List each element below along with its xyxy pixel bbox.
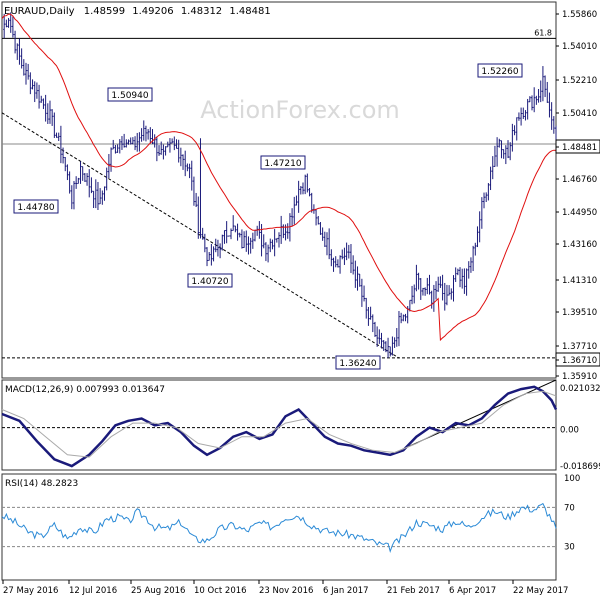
- rsi-y-tick-label: 100: [564, 474, 580, 484]
- header-symbol: EURAUD,Daily: [4, 6, 75, 17]
- fib-label: 61.8: [534, 28, 552, 37]
- x-tick-label: 27 May 2016: [3, 586, 58, 596]
- price-label: 1.52260: [481, 67, 518, 77]
- macd-y-tick-label: -0.018699: [560, 462, 600, 472]
- price-label: 1.47210: [264, 159, 301, 169]
- rsi-title: RSI(14) 48.2823: [5, 479, 78, 489]
- price-label-box: [477, 63, 523, 78]
- price-label: 1.44780: [17, 203, 54, 213]
- y-tick-label: 1.43160: [562, 240, 597, 250]
- x-tick-label: 22 May 2017: [513, 586, 568, 596]
- price-label-box: [13, 199, 59, 214]
- header-high: 1.49206: [132, 6, 173, 17]
- svg-text:ActionForex.com: ActionForex.com: [200, 96, 400, 124]
- y-tick-label: 1.50410: [562, 109, 597, 119]
- y-tick-label: 1.36710: [562, 356, 597, 366]
- price-label: 1.40720: [191, 277, 228, 287]
- price-panel-frame: [1, 1, 557, 379]
- price-label-box: [260, 155, 306, 170]
- y-tick-label: 1.41310: [562, 276, 597, 286]
- x-tick-label: 23 Nov 2016: [259, 586, 313, 596]
- x-tick-label: 6 Apr 2017: [449, 586, 496, 596]
- price-label: 1.36240: [339, 359, 376, 369]
- x-tick-label: 6 Jan 2017: [323, 586, 369, 596]
- rsi-panel-frame: [1, 473, 557, 581]
- y-tick-label: 1.48481: [562, 143, 597, 153]
- y-tick-label: 1.44950: [562, 208, 597, 218]
- y-tick-label: 1.37710: [562, 342, 597, 352]
- svg-text:EURAUD,Daily 1.48599: EURAUD,Daily 1.48599 1.49206 1.48312 1.4…: [4, 6, 271, 17]
- watermark: ActionForex.com: [200, 96, 400, 124]
- signal-line: [1, 390, 557, 458]
- macd-title: MACD(12,26,9) 0.007993 0.013647: [5, 385, 165, 395]
- y-tick-label: 1.39510: [562, 308, 597, 318]
- macd-panel-frame: [1, 379, 557, 471]
- moving-average-line: [1, 13, 557, 342]
- header: EURAUD,Daily 1.48599 1.49206 1.48312 1.4…: [4, 6, 271, 17]
- candles: [3, 12, 557, 358]
- x-tick-label: 12 Jul 2016: [69, 586, 117, 596]
- x-tick-label: 10 Oct 2016: [194, 586, 247, 596]
- header-close: 1.48481: [229, 6, 270, 17]
- rsi-y-tick-label: 30: [564, 543, 575, 553]
- y-tick-label: 1.55860: [562, 10, 597, 20]
- header-low: 1.48312: [181, 6, 222, 17]
- price-label: 1.50940: [111, 91, 148, 101]
- price-label-box: [335, 355, 381, 370]
- y-tick-label: 1.52210: [562, 76, 597, 86]
- rsi-line: [1, 502, 557, 553]
- y-tick-label: 1.46760: [562, 175, 597, 185]
- macd-line: [1, 385, 558, 468]
- macd-y-tick-label: 0.00: [560, 426, 579, 436]
- price-label-box: [107, 87, 153, 102]
- header-open: 1.48599: [84, 6, 125, 17]
- y-tick-label: 1.54010: [562, 42, 597, 52]
- x-tick-label: 25 Aug 2016: [131, 586, 185, 596]
- rsi-y-tick-label: 70: [564, 503, 575, 513]
- y-tick-label: 1.35910: [562, 372, 597, 382]
- x-tick-label: 21 Feb 2017: [387, 586, 440, 596]
- macd-y-tick-label: 0.021032: [560, 384, 600, 394]
- price-label-box: [187, 273, 233, 288]
- trendline-down: [1, 112, 400, 359]
